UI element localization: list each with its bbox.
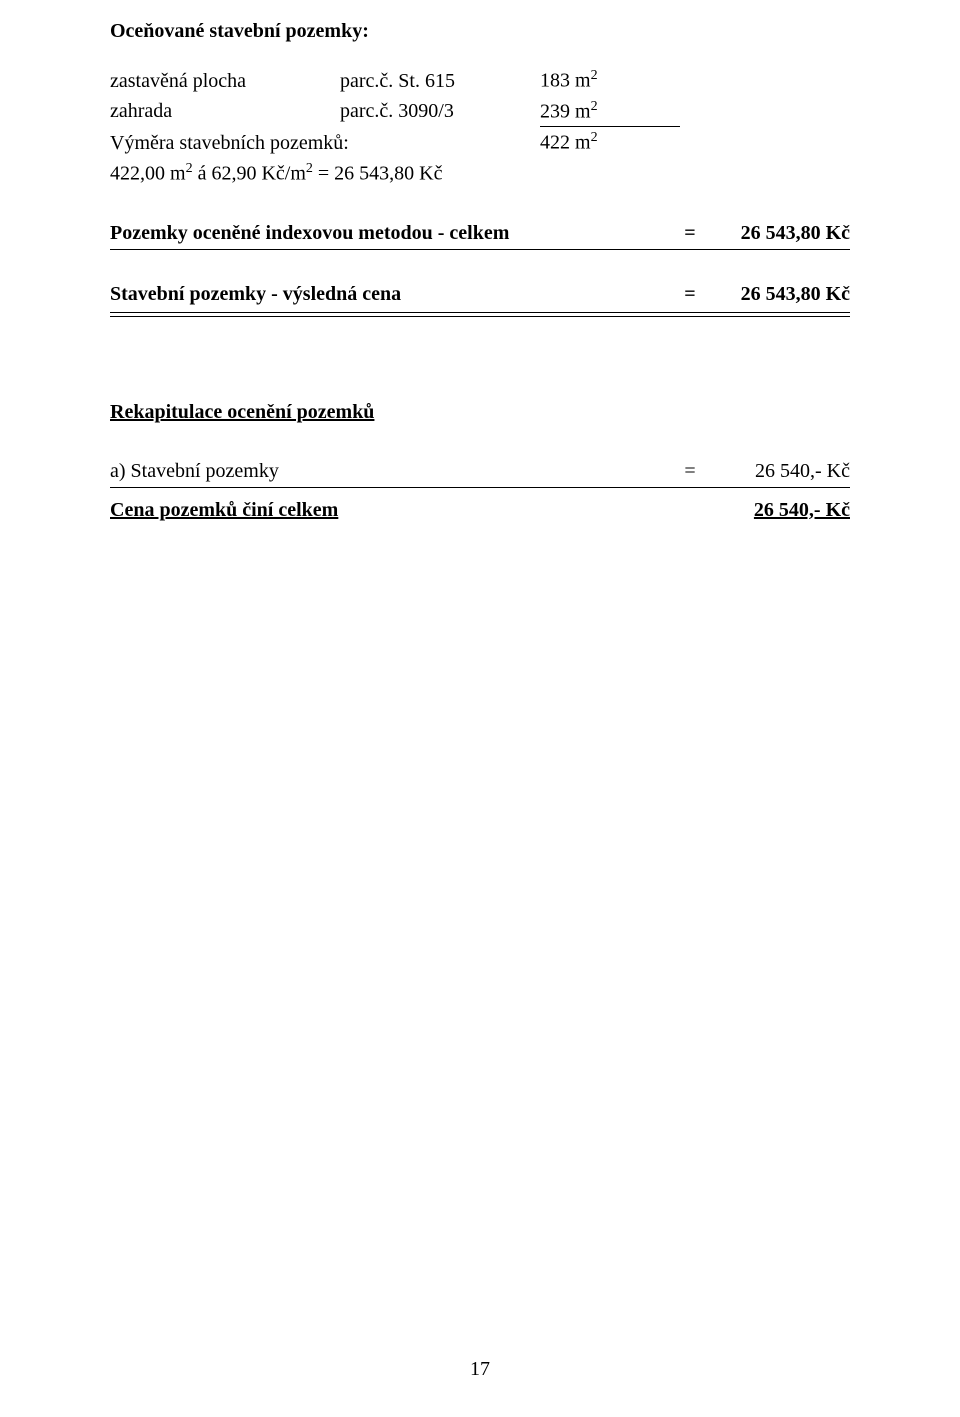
page-number: 17: [0, 1358, 960, 1381]
section-title: Oceňované stavební pozemky:: [110, 20, 850, 43]
recap-a-label: a) Stavební pozemky: [110, 455, 670, 487]
recap-a-value: 26 540,- Kč: [710, 455, 850, 487]
sum-row: Výměra stavebních pozemků: 422 m2: [110, 127, 850, 158]
recap-total-row: Cena pozemků činí celkem 26 540,- Kč: [110, 494, 850, 526]
result-value: 26 543,80 Kč: [710, 278, 850, 310]
recap-total-value: 26 540,- Kč: [710, 494, 850, 526]
recap-a-eq: =: [670, 455, 710, 487]
plot-value: 183 m2: [540, 65, 680, 96]
sum-label: Výměra stavebních pozemků:: [110, 128, 540, 158]
recap-a-row: a) Stavební pozemky = 26 540,- Kč: [110, 455, 850, 487]
sum-value: 422 m2: [540, 127, 680, 158]
result-row: Stavební pozemky - výsledná cena = 26 54…: [110, 278, 850, 310]
plot-parc: parc.č. St. 615: [340, 66, 540, 96]
page: Oceňované stavební pozemky: zastavěná pl…: [0, 0, 960, 1417]
sum-calc: 422,00 m2 á 62,90 Kč/m2 = 26 543,80 Kč: [110, 158, 850, 189]
sum-value-num: 422: [540, 132, 570, 154]
indexed-value: 26 543,80 Kč: [710, 217, 850, 249]
recap-heading: Rekapitulace ocenění pozemků: [110, 397, 850, 427]
result-label: Stavební pozemky - výsledná cena: [110, 278, 670, 310]
indexed-label: Pozemky oceněné indexovou metodou - celk…: [110, 217, 670, 249]
plot-label: zahrada: [110, 96, 340, 126]
plot-value-num: 183: [540, 70, 570, 92]
plot-label: zastavěná plocha: [110, 66, 340, 96]
result-eq: =: [670, 278, 710, 310]
plot-row-1: zastavěná plocha parc.č. St. 615 183 m2: [110, 65, 850, 96]
indexed-eq: =: [670, 217, 710, 249]
plot-row-2: zahrada parc.č. 3090/3 239 m2: [110, 96, 850, 128]
plot-parc: parc.č. 3090/3: [340, 96, 540, 126]
plot-value-num: 239: [540, 100, 570, 122]
plot-value: 239 m2: [540, 96, 680, 128]
recap-total-label: Cena pozemků činí celkem: [110, 494, 670, 526]
indexed-row: Pozemky oceněné indexovou metodou - celk…: [110, 217, 850, 249]
